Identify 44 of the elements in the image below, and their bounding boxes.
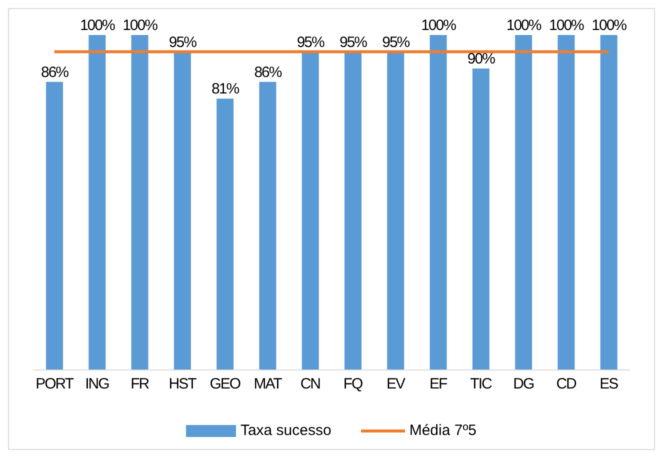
bar xyxy=(216,98,234,370)
legend-label: Taxa sucesso xyxy=(240,422,332,439)
x-tick-label: DG xyxy=(513,376,534,393)
x-tick-label: ING xyxy=(85,376,110,393)
bar xyxy=(46,82,63,370)
x-tick-label: MAT xyxy=(254,376,282,393)
data-label: 100% xyxy=(122,17,158,34)
x-tick-label: CD xyxy=(556,376,578,393)
x-tick-label: ES xyxy=(600,376,619,393)
data-label: 95% xyxy=(296,34,325,51)
data-label: 95% xyxy=(168,34,197,51)
x-tick-label: GEO xyxy=(210,376,240,393)
x-tick-label: TIC xyxy=(470,376,492,393)
data-label: 100% xyxy=(421,17,456,34)
bar xyxy=(344,52,362,370)
x-tick-label: FQ xyxy=(343,376,363,393)
bar xyxy=(259,82,276,370)
data-label: 95% xyxy=(339,34,368,51)
data-label: 100% xyxy=(80,17,115,34)
bar xyxy=(88,35,106,370)
data-label: 100% xyxy=(549,17,584,34)
x-tick-label: CN xyxy=(300,376,320,393)
bar xyxy=(600,35,618,370)
x-tick-label: PORT xyxy=(36,376,74,393)
x-tick-label: EF xyxy=(430,376,448,393)
bar xyxy=(430,35,447,370)
bar xyxy=(131,35,148,370)
bar xyxy=(302,52,319,370)
legend-label: Média 7º5 xyxy=(409,422,477,439)
bar xyxy=(558,35,575,370)
x-tick-label: EV xyxy=(386,376,406,393)
data-label: 95% xyxy=(382,34,410,51)
bar xyxy=(174,52,191,370)
bar xyxy=(515,35,532,370)
data-label: 100% xyxy=(506,17,542,34)
data-label: 81% xyxy=(212,80,240,98)
data-label: 90% xyxy=(467,50,496,68)
data-label: 86% xyxy=(40,64,69,81)
data-label: 100% xyxy=(592,17,627,34)
bar xyxy=(472,68,490,370)
x-tick-label: FR xyxy=(130,376,150,393)
bar xyxy=(387,52,404,370)
data-label: 86% xyxy=(254,64,282,81)
x-tick-label: HST xyxy=(168,376,197,393)
